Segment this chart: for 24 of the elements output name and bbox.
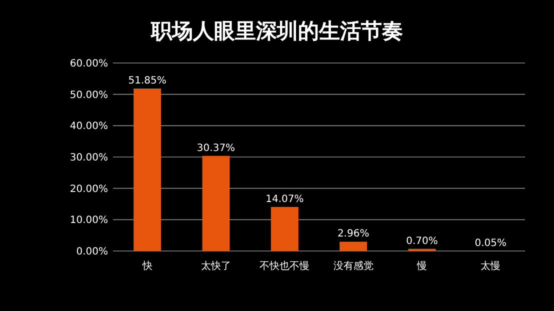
y-tick-label: 10.00%	[70, 215, 108, 226]
x-tick-label: 慢	[416, 260, 427, 272]
data-label: 0.05%	[474, 238, 507, 249]
y-tick-label: 50.00%	[70, 90, 108, 101]
data-label: 14.07%	[266, 194, 304, 205]
x-tick-label: 快	[141, 260, 152, 272]
x-tick-label: 太快了	[201, 260, 231, 272]
bar	[202, 156, 230, 251]
chart-title: 职场人眼里深圳的生活节奏	[150, 19, 403, 43]
bar	[134, 88, 162, 251]
data-label: 30.37%	[196, 142, 236, 154]
y-tick-label: 30.00%	[70, 152, 108, 164]
y-tick-label: 20.00%	[70, 184, 108, 195]
x-tick-label: 不快也不慢	[260, 260, 310, 272]
data-label: 2.96%	[337, 228, 370, 240]
data-label: 0.70%	[406, 236, 438, 247]
y-tick-label: 40.00%	[70, 121, 108, 132]
x-tick-label: 没有感觉	[333, 260, 374, 272]
y-tick-label: 0.00%	[76, 246, 108, 258]
bar	[270, 206, 298, 251]
bar	[340, 242, 368, 251]
data-label: 51.85%	[128, 76, 166, 87]
x-tick-label: 太慢	[480, 260, 501, 272]
y-tick-label: 60.00%	[70, 58, 108, 70]
